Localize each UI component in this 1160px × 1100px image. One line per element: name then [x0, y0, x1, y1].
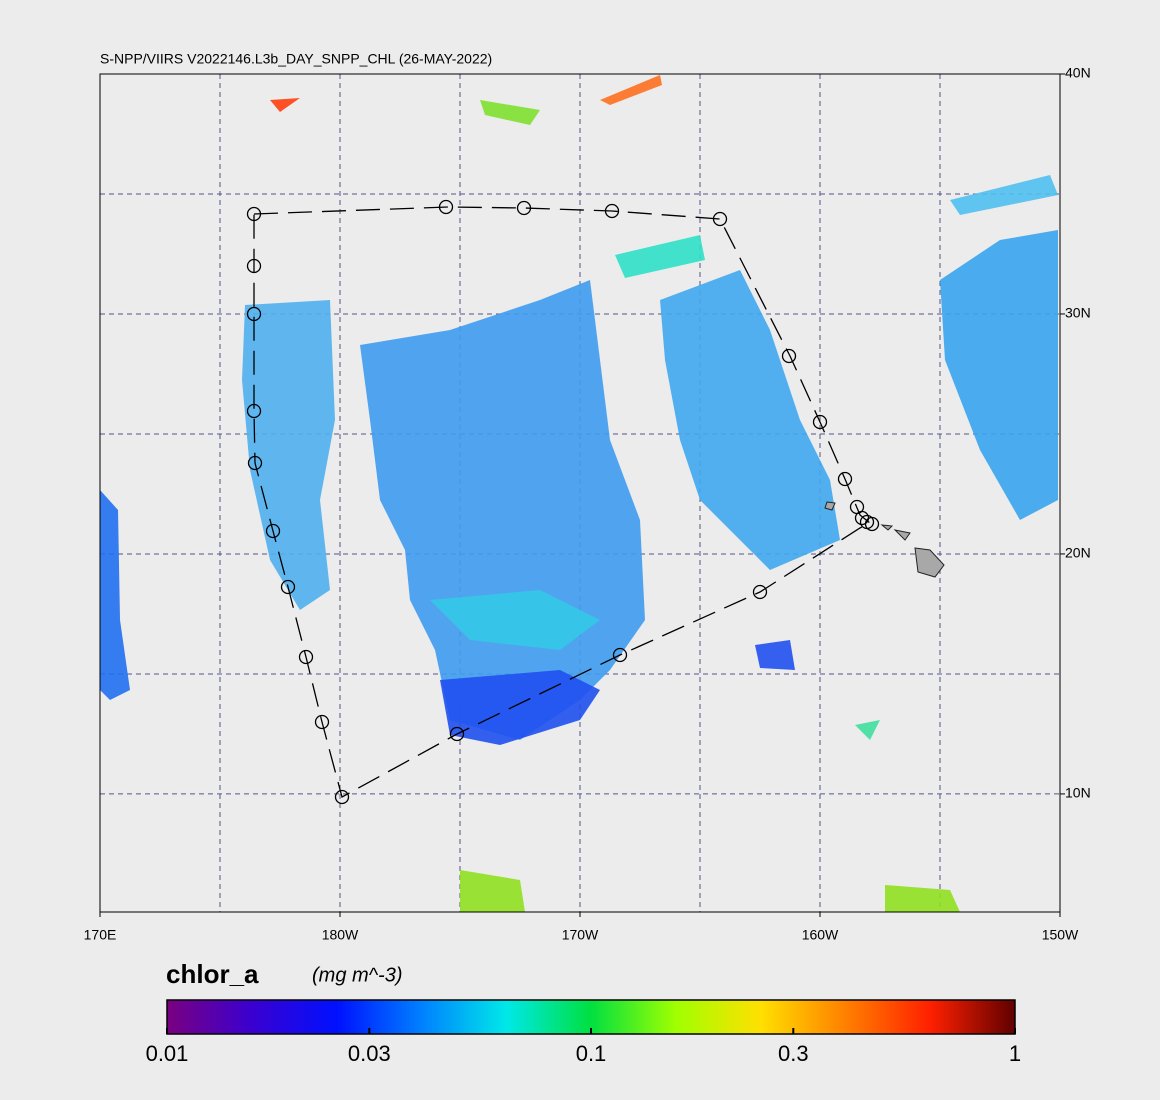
swath — [270, 98, 300, 112]
x-tick-label: 180W — [322, 927, 359, 943]
swath — [615, 235, 705, 278]
colorbar-units: (mg m^-3) — [312, 964, 403, 986]
colorbar-tick-label: 0.1 — [576, 1041, 607, 1066]
swath — [855, 720, 880, 740]
x-tick-label: 150W — [1042, 927, 1079, 943]
swath — [660, 270, 840, 570]
map-title: S-NPP/VIIRS V2022146.L3b_DAY_SNPP_CHL (2… — [100, 51, 492, 67]
colorbar-label: chlor_a — [166, 959, 259, 989]
colorbar-tick-label: 1 — [1009, 1041, 1021, 1066]
y-tick-label: 10N — [1065, 785, 1091, 801]
x-tick-label: 160W — [802, 927, 839, 943]
island — [914, 547, 945, 578]
swath — [885, 885, 960, 912]
track-line — [253, 206, 872, 798]
swath — [242, 300, 335, 610]
stations — [246, 199, 880, 805]
y-tick-label: 20N — [1065, 545, 1091, 561]
cruise-track — [246, 199, 880, 805]
swath — [600, 75, 662, 105]
x-tick-label: 170E — [84, 927, 117, 943]
swath — [755, 640, 795, 670]
y-tick-label: 30N — [1065, 305, 1091, 321]
island — [893, 529, 911, 541]
swath — [950, 175, 1058, 215]
swath — [480, 100, 540, 125]
colorbar-tick-label: 0.01 — [146, 1041, 189, 1066]
chlorophyll-swaths — [100, 75, 1058, 912]
hawaii-islands — [824, 501, 945, 578]
colorbar-tick-label: 0.3 — [778, 1041, 809, 1066]
island — [880, 524, 894, 531]
x-tick-label: 170W — [562, 927, 599, 943]
swath — [940, 230, 1058, 520]
island — [824, 501, 836, 511]
swath — [460, 870, 525, 912]
swath — [440, 670, 600, 745]
colorbar-tick-label: 0.03 — [348, 1041, 391, 1066]
y-tick-label: 40N — [1065, 65, 1091, 81]
swath — [430, 590, 600, 650]
swath — [100, 490, 130, 700]
